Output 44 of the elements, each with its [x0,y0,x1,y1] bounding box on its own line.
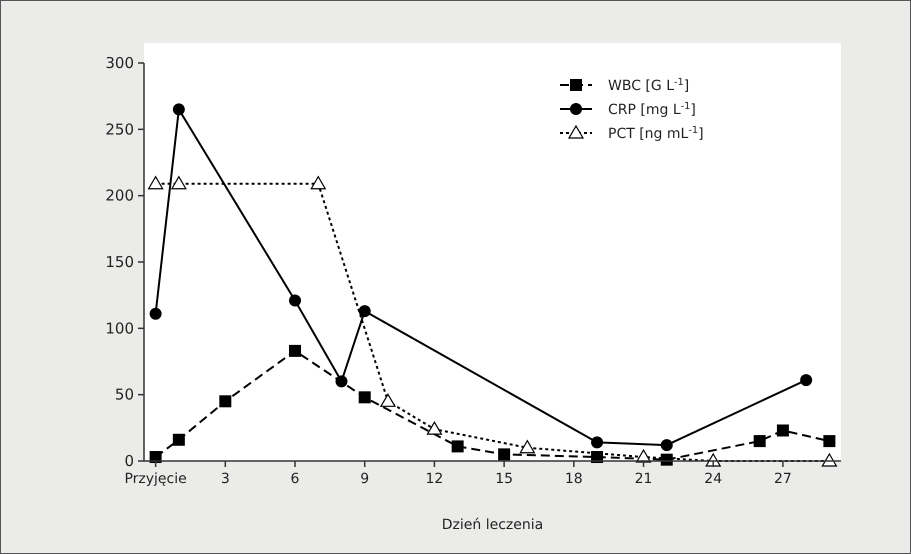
point [335,375,348,388]
x-tick-label: 27 [774,471,792,487]
x-tick-label: 21 [634,471,652,487]
point [800,374,812,386]
x-tick-label: Przyjęcie [124,471,187,487]
y-tick-label: 150 [105,253,134,271]
point [380,394,396,407]
x-tick-label: 24 [704,471,722,487]
y-tick-label: 100 [105,319,134,338]
point [358,391,371,404]
point [358,305,371,318]
x-tick-label: 15 [495,471,514,487]
point [452,440,464,452]
x-axis-title: Dzień leczenia [442,517,544,533]
point [219,395,232,408]
y-tick-label: 200 [105,186,134,205]
point [171,176,186,190]
legend-label: WBC [G L$^{-1}$] [608,76,690,94]
x-tick-label: 3 [220,471,230,487]
legend-label: CRP [mg L$^{-1}$] [608,100,696,118]
point [148,176,164,190]
point [498,448,510,460]
y-tick-label: 50 [114,386,134,404]
y-tick-label: 0 [124,452,134,470]
point [289,294,302,306]
point [776,424,789,436]
point [310,176,326,190]
point [172,103,185,116]
x-tick-label: 9 [360,471,370,487]
point [520,440,535,454]
point [172,434,185,446]
x-tick-label: 6 [290,471,300,487]
point [591,436,604,448]
point [426,422,442,435]
y-tick-label: 250 [105,120,134,138]
point [823,435,836,448]
y-tick-label: 300 [105,54,134,72]
point [660,439,673,452]
point [289,344,302,357]
legend-label: PCT [ng mL$^{-1}$] [608,124,704,142]
point [754,435,766,448]
point [150,308,162,320]
x-tick-label: 12 [426,471,444,487]
x-tick-label: 18 [564,471,583,487]
